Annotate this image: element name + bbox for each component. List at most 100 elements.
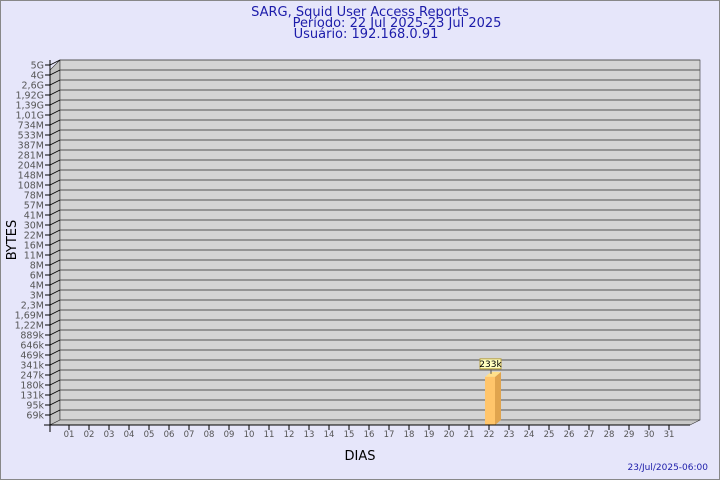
y-tick-label: 2,6G	[22, 81, 44, 92]
y-tick-label: 1,01G	[15, 111, 44, 122]
y-tick-depth	[49, 349, 61, 356]
y-tick-label: 180k	[20, 381, 44, 392]
y-tick-label: 646k	[20, 341, 44, 352]
y-tick-depth	[49, 269, 61, 276]
y-tick-label: 69k	[26, 411, 44, 422]
y-tick-label: 281M	[18, 151, 44, 162]
y-tick-label: 889k	[20, 331, 44, 342]
y-tick-depth	[49, 379, 61, 386]
y-tick-depth	[49, 139, 61, 146]
y-tick-label: 1,39G	[15, 101, 44, 112]
x-tick-label: 06	[164, 430, 175, 440]
x-tick-label: 28	[604, 430, 615, 440]
y-tick-depth	[49, 289, 61, 296]
y-tick-depth	[49, 79, 61, 86]
y-tick-label: 3M	[30, 291, 44, 302]
x-tick-label: 24	[524, 430, 535, 440]
bar-top	[485, 371, 501, 377]
y-tick-label: 95k	[26, 401, 44, 412]
y-tick-depth	[49, 159, 61, 166]
y-tick-depth	[49, 229, 61, 236]
y-tick-depth	[49, 89, 61, 96]
x-tick-label: 13	[304, 430, 315, 440]
floor	[49, 419, 701, 426]
y-tick-label: 533M	[18, 131, 44, 142]
x-tick-label: 31	[664, 430, 675, 440]
y-tick-label: 108M	[18, 181, 44, 192]
chart-subtitle: Período: 22 Jul 2025-23 Jul 2025	[293, 16, 502, 31]
y-tick-depth	[49, 259, 61, 266]
chart-title: SARG, Squid User Access Reports	[251, 5, 469, 20]
y-tick-depth	[49, 109, 61, 116]
y-tick-label: 5G	[31, 61, 44, 72]
y-tick-depth	[49, 149, 61, 156]
y-tick-label: 1,22M	[15, 321, 44, 332]
y-tick-depth	[49, 329, 61, 336]
x-tick-label: 07	[184, 430, 195, 440]
chart-user: Usuário: 192.168.0.91	[294, 27, 439, 42]
y-tick-depth	[49, 279, 61, 286]
y-tick-label: 247k	[20, 371, 44, 382]
y-tick-depth	[49, 179, 61, 186]
x-tick-label: 27	[584, 430, 595, 440]
y-tick-depth	[49, 219, 61, 226]
bar-label: 233k	[479, 360, 502, 370]
y-tick-label: 22M	[24, 231, 44, 242]
y-tick-label: 30M	[24, 221, 44, 232]
x-axis-label: DIAS	[345, 449, 376, 464]
y-tick-depth	[49, 59, 61, 66]
y-axis-label: BYTES	[5, 220, 20, 261]
x-tick-label: 14	[324, 430, 335, 440]
y-tick-label: 11M	[24, 251, 44, 262]
x-tick-label: 12	[284, 430, 295, 440]
x-tick-label: 22	[484, 430, 495, 440]
y-tick-label: 204M	[18, 161, 44, 172]
y-tick-depth	[49, 199, 61, 206]
x-tick-label: 15	[344, 430, 355, 440]
x-tick-label: 19	[424, 430, 435, 440]
x-tick-label: 26	[564, 430, 575, 440]
y-tick-depth	[49, 409, 61, 416]
bar	[485, 376, 495, 425]
x-tick-label: 02	[84, 430, 95, 440]
footer-timestamp: 23/Jul/2025-06:00	[628, 463, 709, 473]
x-tick-label: 20	[444, 430, 455, 440]
y-tick-depth	[49, 239, 61, 246]
y-tick-depth	[49, 99, 61, 106]
x-tick-label: 29	[624, 430, 635, 440]
x-tick-label: 23	[504, 430, 515, 440]
x-tick-label: 30	[644, 430, 655, 440]
y-tick-depth	[49, 399, 61, 406]
x-tick-label: 21	[464, 430, 475, 440]
x-tick-label: 10	[244, 430, 255, 440]
x-tick-label: 16	[364, 430, 375, 440]
x-tick-label: 11	[264, 430, 275, 440]
bar-label-box	[479, 358, 502, 370]
y-tick-depth	[49, 209, 61, 216]
x-tick-label: 04	[124, 430, 135, 440]
y-tick-label: 57M	[24, 201, 44, 212]
y-tick-depth	[49, 389, 61, 396]
y-tick-depth	[49, 299, 61, 306]
y-tick-depth	[49, 189, 61, 196]
x-tick-label: 25	[544, 430, 555, 440]
y-tick-label: 6M	[30, 271, 44, 282]
y-tick-label: 148M	[18, 171, 44, 182]
y-tick-label: 469k	[20, 351, 44, 362]
y-tick-label: 78M	[24, 191, 44, 202]
y-tick-depth	[49, 119, 61, 126]
x-tick-label: 01	[64, 430, 75, 440]
y-tick-label: 2,3M	[21, 301, 44, 312]
y-tick-label: 41M	[24, 211, 44, 222]
y-tick-depth	[49, 309, 61, 316]
y-tick-label: 131k	[20, 391, 44, 402]
x-tick-label: 03	[104, 430, 115, 440]
y-tick-label: 734M	[18, 121, 44, 132]
y-tick-depth	[49, 249, 61, 256]
y-tick-depth	[49, 169, 61, 176]
x-tick-label: 09	[224, 430, 235, 440]
y-tick-label: 4M	[30, 281, 44, 292]
y-tick-label: 16M	[24, 241, 44, 252]
y-tick-depth	[49, 339, 61, 346]
